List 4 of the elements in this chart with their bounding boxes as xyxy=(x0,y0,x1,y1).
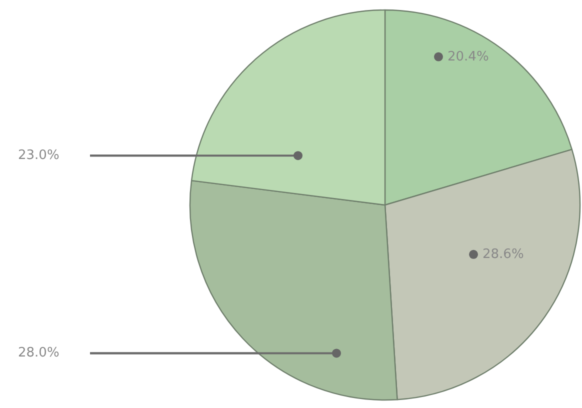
data-label: 28.0% xyxy=(18,346,60,361)
data-label: 23.0% xyxy=(18,148,60,164)
data-label: 20.4% xyxy=(448,49,489,64)
data-label: 28.6% xyxy=(482,246,524,262)
